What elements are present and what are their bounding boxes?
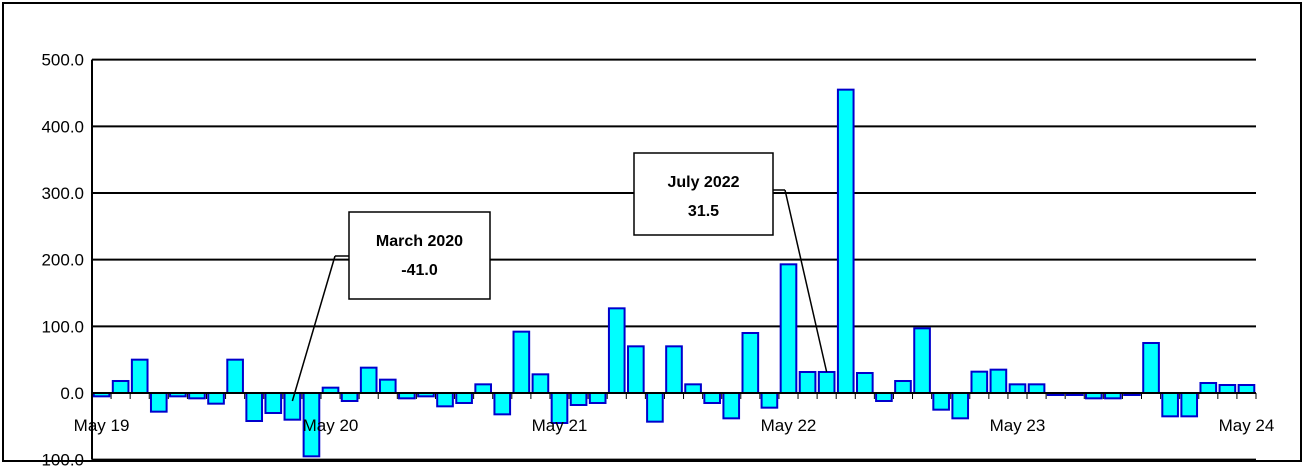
bar bbox=[932, 392, 950, 411]
bar bbox=[665, 345, 683, 394]
y-tick-label: 400.0 bbox=[41, 117, 84, 136]
bar bbox=[703, 392, 721, 405]
bar bbox=[283, 392, 302, 421]
x-tick-label: May 22 bbox=[761, 416, 817, 435]
bar bbox=[1142, 341, 1160, 394]
bar bbox=[836, 88, 855, 395]
bar bbox=[378, 378, 397, 394]
callout-title: July 2022 bbox=[667, 174, 739, 191]
bar bbox=[989, 368, 1008, 394]
x-tick-label: May 21 bbox=[532, 416, 588, 435]
bar bbox=[245, 392, 264, 423]
bar bbox=[970, 370, 989, 394]
bar bbox=[798, 370, 817, 395]
callout-box bbox=[633, 152, 774, 236]
y-tick-label: 300.0 bbox=[41, 184, 84, 203]
x-tick-label: May 23 bbox=[990, 416, 1046, 435]
bar bbox=[951, 392, 970, 420]
bar bbox=[817, 370, 836, 395]
bar bbox=[875, 392, 893, 403]
y-tick-label: 200.0 bbox=[41, 251, 84, 270]
callout-value: -41.0 bbox=[401, 262, 438, 279]
x-tick-label: May 19 bbox=[74, 416, 130, 435]
bar bbox=[1199, 381, 1218, 395]
bar bbox=[359, 366, 378, 395]
x-tick-label: May 20 bbox=[303, 416, 359, 435]
bar bbox=[226, 358, 244, 395]
y-tick-label: 500.0 bbox=[41, 51, 84, 70]
callout-title: March 2020 bbox=[376, 233, 463, 250]
bar bbox=[684, 383, 702, 394]
bar bbox=[111, 379, 130, 394]
bar bbox=[531, 373, 550, 394]
bar bbox=[722, 392, 741, 420]
bar bbox=[493, 392, 512, 416]
bar bbox=[436, 392, 454, 408]
bar bbox=[264, 392, 283, 415]
bar bbox=[779, 263, 798, 394]
bar bbox=[646, 392, 664, 423]
y-tick-label: 0.0 bbox=[60, 384, 84, 403]
bar bbox=[855, 371, 874, 394]
bar bbox=[207, 392, 225, 405]
bar bbox=[1008, 383, 1027, 394]
bar bbox=[760, 392, 779, 409]
callout-value: 31.5 bbox=[688, 203, 719, 220]
bar bbox=[569, 392, 588, 407]
bar bbox=[894, 379, 912, 394]
bar bbox=[588, 392, 607, 405]
callout-leader-line bbox=[291, 255, 336, 402]
bar bbox=[627, 345, 645, 394]
bar bbox=[149, 392, 168, 413]
callout-box bbox=[348, 211, 491, 300]
bar bbox=[607, 307, 626, 394]
bar bbox=[130, 358, 149, 395]
bar bbox=[1180, 392, 1199, 418]
bar bbox=[913, 327, 931, 395]
bar bbox=[741, 331, 760, 395]
bar bbox=[455, 392, 473, 405]
bar bbox=[512, 330, 531, 395]
bar bbox=[340, 392, 359, 403]
bar bbox=[1027, 383, 1046, 394]
bar bbox=[1218, 383, 1237, 395]
bar bbox=[1237, 383, 1256, 395]
callout-leader-line bbox=[784, 189, 828, 373]
y-tick-label: -100.0 bbox=[36, 451, 84, 468]
bar bbox=[1161, 392, 1179, 418]
bar bbox=[474, 383, 493, 394]
y-tick-label: 100.0 bbox=[41, 317, 84, 336]
x-tick-label: May 24 bbox=[1219, 416, 1275, 435]
